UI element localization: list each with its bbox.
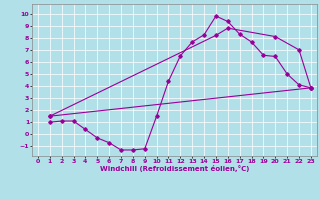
X-axis label: Windchill (Refroidissement éolien,°C): Windchill (Refroidissement éolien,°C) [100,165,249,172]
